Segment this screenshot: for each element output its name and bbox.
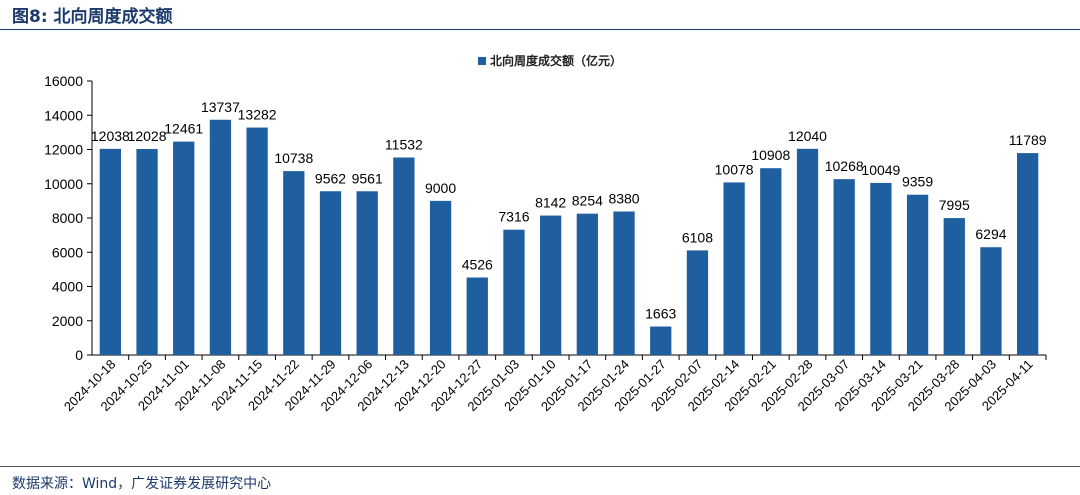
data-label: 9000: [425, 180, 456, 196]
chart-canvas: 北向周度成交额（亿元） 0 2000 4000 6000 8000 10000 12000 14…: [44, 53, 1047, 414]
bar: [173, 141, 195, 355]
bar: [906, 194, 929, 355]
bar: [429, 200, 452, 355]
y-tick-label: 4000: [52, 279, 83, 295]
data-label: 12038: [91, 128, 130, 144]
data-label: 9561: [352, 170, 383, 186]
bar: [209, 119, 232, 355]
bar: [393, 157, 415, 355]
data-label: 11789: [1009, 132, 1047, 148]
data-label: 8254: [572, 193, 603, 209]
bar: [576, 213, 598, 355]
data-label: 4526: [462, 256, 493, 272]
data-label: 6108: [682, 229, 713, 245]
data-label: 1663: [645, 306, 676, 322]
bar: [943, 218, 965, 355]
bar: [246, 127, 268, 356]
y-tick-label: 8000: [52, 210, 83, 226]
bar: [613, 211, 635, 355]
data-label: 13282: [238, 107, 277, 123]
bar: [650, 326, 672, 355]
bar: [870, 182, 892, 355]
bar: [466, 277, 488, 355]
y-tick-label: 10000: [44, 176, 83, 192]
bar: [540, 215, 562, 355]
data-label: 12461: [164, 121, 203, 137]
legend-swatch: [478, 57, 486, 65]
data-label: 8142: [535, 195, 566, 211]
data-label: 11532: [385, 137, 423, 153]
data-label: 8380: [608, 190, 639, 206]
legend-label: 北向周度成交额（亿元）: [490, 53, 622, 68]
bar: [796, 148, 819, 355]
bar: [356, 191, 378, 355]
source-note: 数据来源：Wind，广发证券发展研究中心: [12, 476, 272, 492]
data-label: 13737: [201, 99, 240, 115]
data-label: 6294: [975, 226, 1006, 242]
data-label: 12040: [788, 128, 827, 144]
bar: [283, 171, 305, 355]
y-tick-label: 6000: [52, 244, 83, 260]
data-label: 10049: [861, 162, 900, 178]
bar: [1017, 153, 1039, 355]
data-label: 10078: [715, 161, 754, 177]
data-label: 7995: [939, 197, 970, 213]
y-tick-label: 16000: [44, 73, 83, 89]
data-label: 10908: [751, 147, 790, 163]
bar: [136, 149, 158, 355]
bar: [319, 191, 342, 355]
data-label: 10738: [274, 150, 313, 166]
data-label: 12028: [128, 128, 167, 144]
bar-chart: 北向周度成交额（亿元） 0 2000 4000 6000 8000 10000 12000 14…: [0, 30, 1080, 465]
y-tick-label: 12000: [44, 142, 83, 158]
bar: [686, 250, 709, 355]
data-label: 9562: [315, 170, 346, 186]
data-label: 9359: [902, 174, 933, 190]
bar: [503, 229, 525, 355]
bar: [99, 148, 121, 355]
data-label: 10268: [825, 158, 864, 174]
source-divider: [0, 466, 1080, 467]
bar: [833, 179, 855, 355]
data-label: 7316: [498, 209, 529, 225]
bar: [723, 182, 745, 355]
title-divider: [0, 29, 1080, 30]
bar: [980, 247, 1002, 355]
figure-title: 图8: 北向周度成交额: [12, 7, 173, 27]
y-tick-label: 0: [75, 347, 83, 363]
y-tick-label: 2000: [52, 313, 83, 329]
bar: [760, 168, 782, 355]
y-tick-label: 14000: [44, 107, 83, 123]
